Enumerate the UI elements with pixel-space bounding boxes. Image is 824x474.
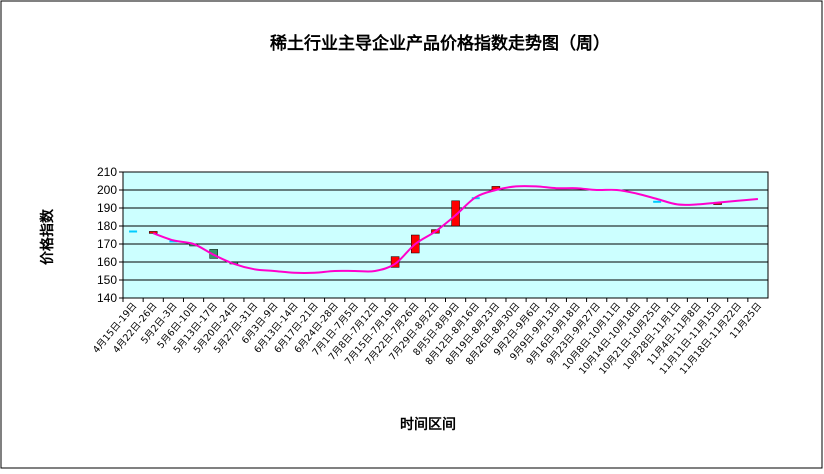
plot-area (122, 171, 769, 299)
y-tick-label: 210 (97, 165, 117, 179)
chart-title: 稀土行业主导企业产品价格指数走势图（周） (270, 33, 610, 54)
y-tick-label: 140 (97, 291, 117, 305)
y-tick-label: 150 (97, 273, 117, 287)
candle (653, 200, 662, 203)
x-axis-label: 时间区间 (400, 416, 456, 433)
y-tick-label: 160 (97, 255, 117, 269)
y-tick-label: 190 (97, 201, 117, 215)
candle (451, 200, 460, 227)
y-tick-label: 180 (97, 219, 117, 233)
y-tick-label: 170 (97, 237, 117, 251)
candle (129, 230, 138, 233)
y-axis-label: 价格指数 (39, 208, 56, 265)
candle (390, 256, 400, 268)
y-tick-label: 200 (97, 183, 117, 197)
index-line (152, 185, 759, 275)
candle (148, 231, 158, 234)
